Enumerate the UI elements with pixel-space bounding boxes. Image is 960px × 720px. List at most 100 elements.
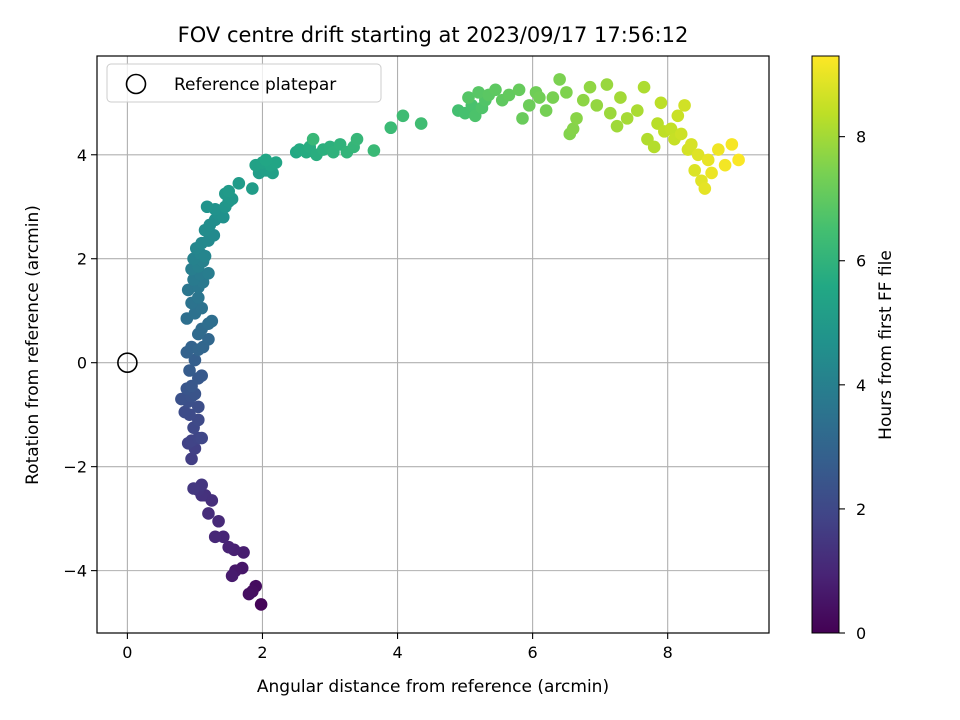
data-point — [637, 80, 651, 94]
colorbar-tick-label: 4 — [856, 376, 866, 395]
data-point — [583, 80, 597, 94]
data-point — [654, 96, 668, 110]
data-point — [187, 482, 200, 495]
data-point — [698, 182, 712, 195]
data-point — [718, 158, 732, 172]
data-point — [560, 86, 573, 99]
data-point — [212, 514, 225, 528]
colorbar-tick-label: 6 — [856, 252, 866, 271]
data-point — [306, 132, 320, 146]
data-point — [208, 530, 222, 544]
x-tick-label: 0 — [122, 643, 132, 662]
data-point — [688, 164, 702, 177]
data-point — [269, 156, 283, 169]
data-point — [200, 200, 214, 214]
data-point — [671, 109, 685, 123]
data-point — [685, 138, 698, 151]
y-tick-label: 2 — [77, 250, 87, 269]
data-point — [181, 283, 195, 297]
x-axis-label: Angular distance from reference (arcmin) — [257, 677, 609, 697]
data-point — [222, 540, 235, 554]
grid-lines — [97, 56, 769, 633]
data-point — [205, 314, 219, 328]
legend-marker-icon — [125, 73, 147, 95]
data-point — [620, 112, 634, 125]
data-point — [202, 266, 215, 280]
legend-label: Reference platepar — [174, 75, 336, 95]
data-point — [202, 333, 215, 346]
data-point — [631, 104, 644, 117]
data-point — [178, 405, 192, 419]
data-point — [232, 177, 246, 190]
colorbar-label: Hours from first FF file — [876, 250, 896, 440]
data-point — [603, 106, 617, 120]
data-point — [192, 400, 205, 414]
scatter-points — [175, 73, 745, 611]
data-point — [590, 99, 604, 112]
data-point — [185, 452, 198, 466]
data-point — [489, 83, 502, 97]
data-point — [202, 507, 215, 520]
data-point — [222, 184, 235, 198]
y-tick-label: −2 — [63, 458, 87, 477]
y-tick-label: 4 — [77, 146, 87, 165]
data-point — [384, 121, 398, 135]
colorbar-tick-label: 8 — [856, 128, 866, 147]
data-point — [647, 140, 661, 154]
data-point — [225, 569, 239, 583]
data-point — [539, 104, 553, 117]
data-point — [195, 431, 208, 445]
data-point — [246, 182, 259, 195]
data-point — [242, 587, 256, 601]
colorbar-tick-label: 2 — [856, 500, 866, 519]
data-point — [533, 91, 546, 104]
data-point — [183, 364, 196, 377]
data-point — [701, 153, 715, 167]
data-point — [600, 78, 614, 91]
data-point — [462, 91, 475, 104]
colorbar-ticks: 0 2 4 6 8 — [839, 128, 866, 643]
data-point — [259, 153, 273, 167]
reference-platepar-marker — [117, 352, 138, 373]
data-point — [216, 210, 230, 224]
x-axis-ticks: 0 2 4 6 8 — [122, 633, 673, 662]
data-point — [546, 91, 560, 104]
y-axis-ticks: −4 −2 0 2 4 — [63, 146, 97, 581]
data-point — [195, 369, 208, 382]
data-point — [576, 93, 590, 107]
data-point — [553, 73, 566, 86]
data-point — [188, 353, 202, 367]
x-tick-label: 8 — [663, 643, 673, 662]
data-point — [614, 91, 627, 104]
data-point — [502, 88, 516, 102]
data-point — [732, 153, 745, 167]
x-tick-label: 6 — [528, 643, 538, 662]
data-point — [570, 112, 583, 125]
data-point — [192, 291, 205, 305]
data-point — [516, 112, 529, 125]
data-point — [674, 127, 688, 141]
x-tick-label: 2 — [257, 643, 267, 662]
data-point — [691, 148, 705, 162]
data-point — [522, 99, 536, 112]
y-axis-label: Rotation from reference (arcmin) — [23, 205, 43, 485]
legend-box — [106, 63, 382, 103]
data-point — [512, 83, 526, 97]
data-point — [472, 86, 485, 99]
data-point — [198, 249, 212, 263]
data-point — [175, 392, 188, 406]
data-point — [254, 598, 268, 611]
colorbar — [811, 55, 840, 634]
data-point — [678, 99, 691, 112]
data-point — [566, 122, 580, 136]
data-point — [705, 166, 718, 180]
data-point — [712, 143, 725, 156]
data-point — [350, 132, 364, 146]
data-point — [725, 138, 739, 151]
y-tick-label: 0 — [77, 354, 87, 373]
data-point — [396, 109, 410, 123]
data-point — [414, 117, 428, 130]
data-point — [367, 144, 381, 157]
plot-frame — [96, 55, 770, 634]
